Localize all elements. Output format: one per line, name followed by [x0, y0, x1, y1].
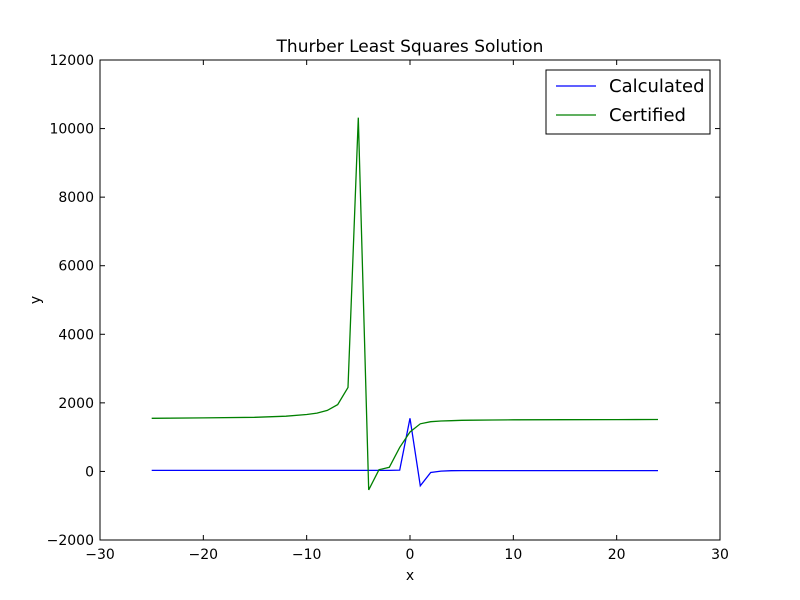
- legend: Calculated Certified: [545, 69, 711, 135]
- x-axis-label: x: [406, 568, 414, 584]
- y-tick-label: 10000: [49, 122, 94, 138]
- y-tick-label: 12000: [49, 53, 94, 69]
- chart-title: Thurber Least Squares Solution: [276, 37, 544, 57]
- x-tick-label: −10: [292, 547, 322, 563]
- series-line-certified: [151, 117, 659, 491]
- x-tick-label: −20: [189, 547, 219, 563]
- ticks-layer: −30 −20 −10 0 10 20 30 −2000 0 2000 4000 6000 8000 10…: [47, 53, 729, 563]
- y-tick-label: 4000: [58, 327, 94, 343]
- plot-area: −30 −20 −10 0 10 20 30 −2000 0 2000 4000 6000 8000 10…: [47, 53, 729, 563]
- series-line-calculated: [151, 418, 658, 488]
- legend-label-certified: Certified: [609, 105, 686, 126]
- x-tick-label: 30: [711, 547, 729, 563]
- x-tick-label: −30: [85, 547, 115, 563]
- x-tick-label: 10: [504, 547, 522, 563]
- y-tick-label: 8000: [58, 190, 94, 206]
- legend-box: [545, 69, 711, 135]
- y-tick-label: 6000: [58, 259, 94, 275]
- y-tick-label: 2000: [58, 396, 94, 412]
- series-layer: [151, 117, 659, 491]
- x-tick-label: 20: [608, 547, 626, 563]
- y-tick-label: −2000: [47, 533, 94, 549]
- y-tick-label: 0: [85, 464, 94, 480]
- x-tick-label: 0: [406, 547, 415, 563]
- legend-label-calculated: Calculated: [609, 76, 705, 97]
- y-axis-label: y: [28, 296, 44, 304]
